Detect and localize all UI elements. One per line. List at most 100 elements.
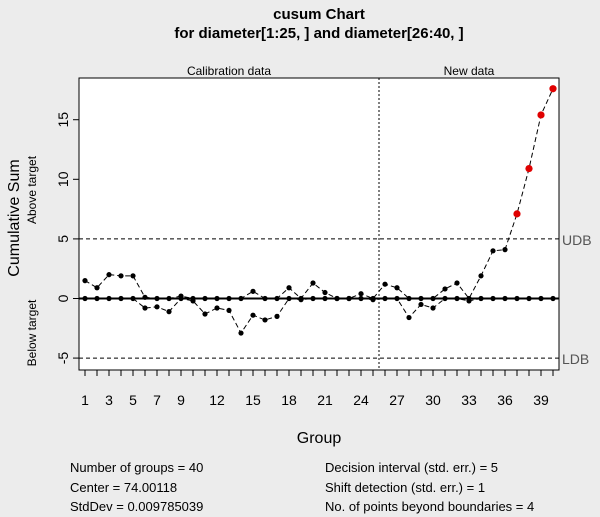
cusum-point <box>358 295 364 302</box>
cusum-point <box>166 295 172 302</box>
cusum-point <box>250 288 256 294</box>
beyond-boundary-point <box>537 111 545 119</box>
cusum-point <box>514 295 520 302</box>
y-tick-label: -5 <box>55 352 71 365</box>
cusum-point <box>178 295 184 302</box>
x-tick-label: 7 <box>153 392 161 408</box>
cusum-point <box>298 297 304 303</box>
cusum-point <box>262 317 268 323</box>
cusum-point <box>478 295 484 302</box>
cusum-point <box>478 273 484 279</box>
x-tick-label: 5 <box>129 392 137 408</box>
calibration-data-label: Calibration data <box>187 64 271 78</box>
y-axis-label-below: Below target <box>25 299 39 366</box>
cusum-point <box>154 295 160 302</box>
x-tick-label: 36 <box>497 392 513 408</box>
y-tick-label: 10 <box>55 171 71 187</box>
x-tick-label: 30 <box>425 392 441 408</box>
beyond-boundary-point <box>549 85 557 93</box>
cusum-point <box>106 295 112 302</box>
plot-area <box>79 78 559 370</box>
ldb-label: LDB <box>562 351 589 367</box>
cusum-point <box>538 295 544 302</box>
cusum-point <box>502 247 508 253</box>
cusum-point <box>190 298 196 304</box>
cusum-point <box>454 295 460 302</box>
x-tick-label: 27 <box>389 392 405 408</box>
cusum-point <box>382 295 388 302</box>
cusum-point <box>394 285 400 291</box>
cusum-point <box>442 286 448 292</box>
plot-frame <box>78 77 560 371</box>
x-tick-label: 12 <box>209 392 225 408</box>
chart-marks <box>79 78 559 370</box>
cusum-point <box>262 295 268 302</box>
cusum-point <box>94 285 100 291</box>
cusum-point <box>142 305 148 311</box>
cusum-point <box>94 295 100 302</box>
x-tick-label: 9 <box>177 392 185 408</box>
stat-decision-interval: Decision interval (std. err.) = 5 <box>325 460 499 475</box>
cusum-point <box>334 295 340 302</box>
x-tick-label: 15 <box>245 392 261 408</box>
stat-number-of-groups: Number of groups = 40 <box>70 460 204 475</box>
x-tick-label: 3 <box>105 392 113 408</box>
cusum-point <box>418 295 424 302</box>
stats-left: Number of groups = 40 Center = 74.00118 … <box>70 458 203 517</box>
cusum-point <box>346 295 352 302</box>
new-data-label: New data <box>444 64 495 78</box>
cusum-point <box>82 278 88 284</box>
y-tick-label: 0 <box>55 294 71 302</box>
cusum-point <box>226 295 232 302</box>
y-tick-label: 5 <box>55 235 71 243</box>
udb-label: UDB <box>562 232 592 248</box>
cusum-point <box>406 295 412 302</box>
cusum-point <box>286 295 292 302</box>
cusum-point <box>238 295 244 302</box>
cusum-point <box>82 295 88 302</box>
cusum-point <box>274 313 280 319</box>
stat-shift-detection: Shift detection (std. err.) = 1 <box>325 479 486 495</box>
x-tick-label: 39 <box>533 392 549 408</box>
cusum-point <box>310 280 316 286</box>
cusum-point <box>226 307 232 314</box>
cusum-point <box>106 272 112 278</box>
cusum-point <box>526 295 532 302</box>
x-tick-label: 1 <box>81 392 89 408</box>
cusum-point <box>130 295 136 302</box>
cusum-point <box>118 273 124 279</box>
x-tick-label: 18 <box>281 392 297 408</box>
cusum-point <box>358 291 364 297</box>
y-axis-label: Cumulative Sum <box>6 159 23 276</box>
stat-center: Center = 74.00118 <box>70 479 178 495</box>
cusum-point <box>502 295 508 302</box>
cusum-point <box>202 311 208 317</box>
cusum-point <box>370 297 376 303</box>
cusum-point <box>490 248 496 254</box>
beyond-boundary-point <box>513 210 521 218</box>
cusum-point <box>382 281 388 287</box>
cusum-point <box>430 305 436 311</box>
cusum-point <box>142 294 148 300</box>
chart-subtitle: for diameter[1:25, ] and diameter[26:40,… <box>174 25 463 42</box>
x-tick-label: 33 <box>461 392 477 408</box>
cusum-point <box>430 295 436 302</box>
cusum-point <box>466 298 472 304</box>
cusum-point <box>130 273 136 279</box>
x-axis-label: Group <box>297 430 342 447</box>
cusum-point <box>550 295 556 302</box>
x-tick-label: 24 <box>353 392 369 408</box>
upper-cusum-line <box>84 88 554 300</box>
lower-cusum-line <box>85 297 553 335</box>
cusum-point <box>214 295 220 302</box>
cusum-point <box>286 285 292 291</box>
cusum-point <box>406 314 412 321</box>
cusum-point <box>238 330 244 336</box>
y-tick-label: 15 <box>55 112 71 128</box>
cusum-point <box>202 295 208 302</box>
stat-stddev: StdDev = 0.009785039 <box>70 499 204 514</box>
cusum-point <box>322 289 328 296</box>
cusum-point <box>154 304 160 310</box>
cusum-point <box>322 295 328 302</box>
